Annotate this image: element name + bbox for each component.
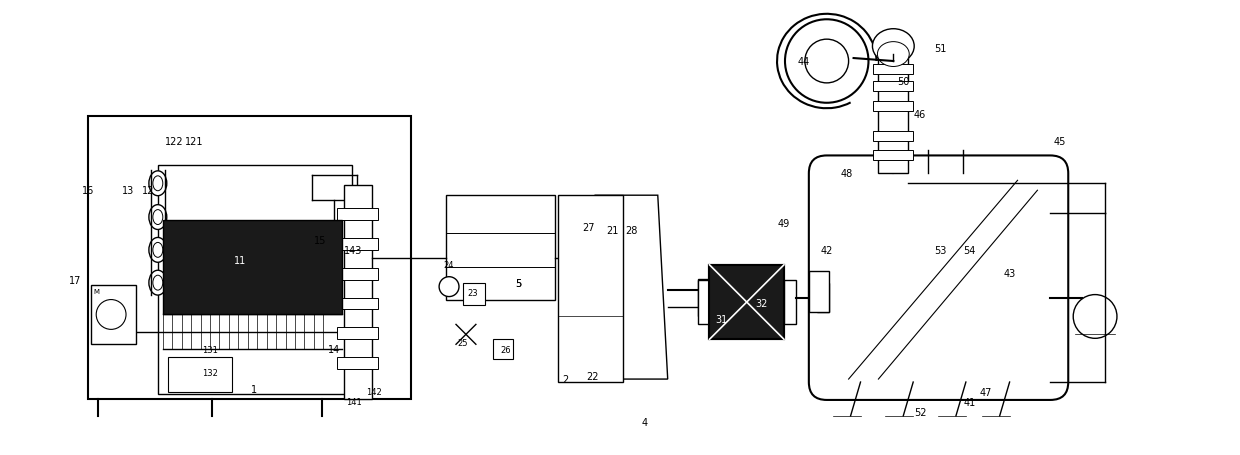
- Polygon shape: [585, 196, 667, 379]
- Text: 54: 54: [963, 245, 976, 255]
- Bar: [92, 285, 136, 344]
- Text: 46: 46: [914, 110, 926, 119]
- Text: 52: 52: [914, 407, 926, 417]
- Bar: [167, 358, 232, 392]
- Text: 51: 51: [934, 44, 946, 54]
- Text: 1: 1: [252, 384, 258, 394]
- Text: 2: 2: [562, 374, 568, 384]
- Bar: [337, 328, 378, 339]
- Text: 14: 14: [327, 344, 340, 354]
- Bar: [709, 265, 784, 339]
- Bar: [784, 280, 796, 325]
- Bar: [337, 209, 378, 221]
- Circle shape: [97, 300, 126, 330]
- Text: 121: 121: [185, 136, 203, 146]
- Text: 44: 44: [797, 57, 810, 67]
- Text: 48: 48: [841, 169, 853, 179]
- Ellipse shape: [149, 205, 166, 230]
- Text: 12: 12: [141, 186, 154, 196]
- Bar: [698, 280, 709, 325]
- Ellipse shape: [153, 210, 162, 225]
- Ellipse shape: [149, 271, 166, 295]
- Text: 15: 15: [314, 235, 326, 245]
- Bar: [873, 151, 913, 161]
- Text: 26: 26: [501, 345, 511, 354]
- Ellipse shape: [153, 243, 162, 258]
- Ellipse shape: [153, 177, 162, 191]
- Circle shape: [1074, 295, 1117, 339]
- Text: 132: 132: [202, 368, 218, 377]
- Bar: [343, 186, 372, 399]
- Text: 31: 31: [715, 315, 728, 325]
- Text: 24: 24: [444, 260, 454, 269]
- Bar: [337, 358, 378, 369]
- Ellipse shape: [878, 43, 909, 67]
- Text: 23: 23: [467, 288, 479, 298]
- Bar: [709, 265, 784, 339]
- Text: 13: 13: [122, 186, 134, 196]
- Ellipse shape: [149, 172, 166, 196]
- Text: 45: 45: [1053, 136, 1065, 146]
- Text: 141: 141: [346, 398, 362, 406]
- Bar: [157, 166, 352, 394]
- Text: 4: 4: [642, 417, 649, 427]
- Bar: [337, 238, 378, 250]
- Bar: [808, 271, 828, 313]
- Text: 143: 143: [345, 245, 363, 255]
- Text: 21: 21: [606, 226, 619, 236]
- Bar: [878, 55, 908, 174]
- Bar: [817, 283, 828, 313]
- Text: 47: 47: [980, 387, 992, 397]
- Bar: [873, 82, 913, 91]
- Text: 27: 27: [582, 222, 594, 233]
- Text: 32: 32: [755, 298, 768, 308]
- Text: 50: 50: [897, 77, 909, 87]
- Text: 122: 122: [165, 136, 184, 146]
- Text: 43: 43: [1003, 268, 1016, 278]
- Text: 49: 49: [777, 218, 790, 228]
- Text: 42: 42: [821, 245, 833, 255]
- Ellipse shape: [149, 238, 166, 263]
- Bar: [463, 283, 485, 305]
- Ellipse shape: [873, 30, 914, 64]
- Text: 16: 16: [82, 186, 94, 196]
- Text: 5: 5: [516, 278, 522, 288]
- Bar: [492, 339, 512, 359]
- Circle shape: [785, 20, 868, 104]
- Text: M: M: [93, 288, 99, 294]
- Text: 5: 5: [516, 278, 522, 288]
- Text: 53: 53: [934, 245, 946, 255]
- Text: 22: 22: [587, 371, 599, 381]
- Text: 131: 131: [202, 345, 218, 354]
- Ellipse shape: [153, 276, 162, 290]
- Bar: [558, 196, 622, 382]
- Text: 17: 17: [69, 275, 82, 285]
- Bar: [88, 116, 412, 399]
- Circle shape: [439, 277, 459, 297]
- Text: 41: 41: [963, 397, 976, 407]
- Bar: [446, 196, 556, 300]
- Bar: [698, 279, 709, 317]
- Bar: [873, 131, 913, 141]
- Text: 28: 28: [626, 226, 639, 236]
- Bar: [873, 65, 913, 75]
- Text: 142: 142: [366, 388, 382, 397]
- Text: 25: 25: [458, 338, 469, 347]
- Text: 11: 11: [234, 255, 247, 265]
- Bar: [337, 268, 378, 280]
- FancyBboxPatch shape: [808, 156, 1068, 400]
- Bar: [162, 221, 342, 315]
- Bar: [873, 101, 913, 111]
- Circle shape: [805, 40, 848, 84]
- Bar: [337, 298, 378, 310]
